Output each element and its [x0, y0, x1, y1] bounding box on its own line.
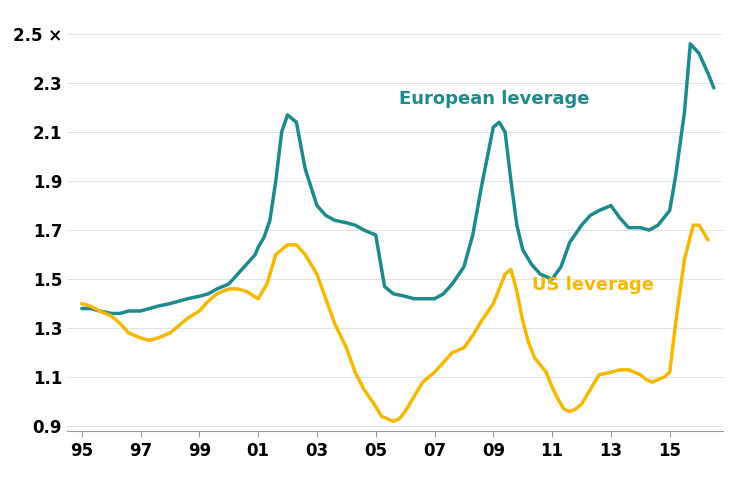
- Text: US leverage: US leverage: [531, 276, 653, 294]
- Text: European leverage: European leverage: [399, 90, 590, 107]
